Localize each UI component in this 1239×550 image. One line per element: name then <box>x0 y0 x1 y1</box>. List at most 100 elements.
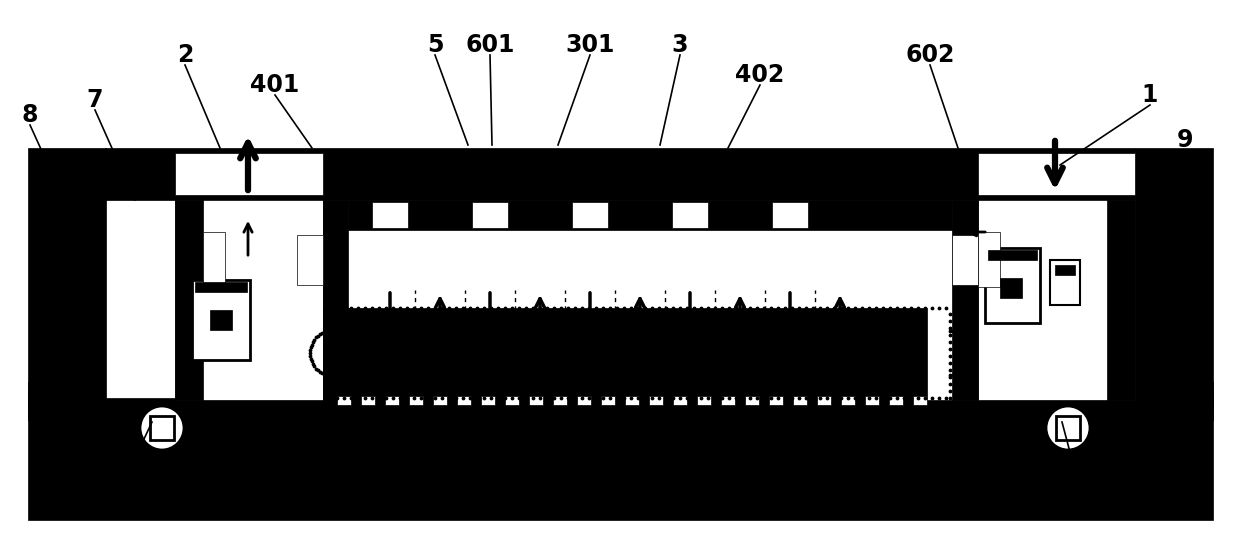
Text: 10: 10 <box>104 478 136 502</box>
Point <box>768 394 788 403</box>
Point <box>940 345 960 354</box>
Text: 5: 5 <box>426 33 444 57</box>
Point <box>940 351 960 360</box>
Point <box>356 394 375 403</box>
Point <box>705 304 725 312</box>
Point <box>803 304 823 312</box>
Point <box>369 304 389 312</box>
Point <box>776 304 795 312</box>
Text: 7: 7 <box>87 88 103 112</box>
Point <box>544 394 564 403</box>
Point <box>873 394 893 403</box>
Point <box>940 331 960 339</box>
Point <box>670 304 690 312</box>
Point <box>712 304 732 312</box>
Point <box>320 331 339 339</box>
Bar <box>817 396 831 405</box>
Point <box>663 304 683 312</box>
Point <box>467 304 487 312</box>
Point <box>600 304 620 312</box>
Bar <box>175 200 203 400</box>
Point <box>572 304 592 312</box>
Point <box>940 366 960 375</box>
Point <box>404 394 424 403</box>
Point <box>502 394 522 403</box>
Point <box>425 304 445 312</box>
Point <box>306 364 326 373</box>
Point <box>377 304 396 312</box>
Point <box>953 366 973 375</box>
Bar <box>772 202 808 228</box>
Point <box>320 394 339 403</box>
Bar <box>105 148 1135 200</box>
Point <box>320 310 339 318</box>
Point <box>488 304 508 312</box>
Point <box>684 394 704 403</box>
Bar <box>952 200 978 400</box>
Point <box>600 394 620 403</box>
Text: 2: 2 <box>177 43 193 67</box>
Point <box>880 304 900 312</box>
Point <box>845 304 865 312</box>
Point <box>761 394 781 403</box>
Bar <box>769 396 783 405</box>
Point <box>615 394 634 403</box>
Point <box>945 370 965 378</box>
Text: 3: 3 <box>672 33 688 57</box>
Point <box>958 360 978 368</box>
Point <box>642 304 662 312</box>
Point <box>789 394 809 403</box>
Point <box>684 304 704 312</box>
Point <box>404 304 424 312</box>
Point <box>845 394 865 403</box>
Point <box>411 304 431 312</box>
Bar <box>978 232 1000 287</box>
Point <box>411 394 431 403</box>
Point <box>320 323 339 332</box>
Point <box>481 304 501 312</box>
Point <box>305 335 325 344</box>
Point <box>536 304 556 312</box>
Text: 601: 601 <box>466 33 514 57</box>
Bar <box>913 396 927 405</box>
Point <box>509 304 529 312</box>
Point <box>824 394 844 403</box>
Point <box>831 304 851 312</box>
Point <box>797 304 817 312</box>
Point <box>396 304 416 312</box>
Point <box>320 327 339 336</box>
Bar <box>721 396 735 405</box>
Point <box>733 304 753 312</box>
Bar <box>28 398 1213 520</box>
Point <box>558 304 577 312</box>
Point <box>747 394 767 403</box>
Point <box>593 394 613 403</box>
Point <box>377 394 396 403</box>
Bar <box>529 396 543 405</box>
Bar <box>841 396 855 405</box>
Point <box>305 362 325 371</box>
Bar <box>1049 260 1080 305</box>
Point <box>312 369 332 378</box>
Point <box>691 394 711 403</box>
Text: 602: 602 <box>906 43 955 67</box>
Point <box>523 304 543 312</box>
Point <box>383 304 403 312</box>
Point <box>810 304 830 312</box>
Point <box>558 394 577 403</box>
Point <box>432 394 452 403</box>
Point <box>636 304 655 312</box>
Point <box>453 304 473 312</box>
Bar <box>572 202 608 228</box>
Bar <box>150 416 173 440</box>
Point <box>959 357 979 366</box>
Point <box>315 370 335 378</box>
Point <box>300 349 320 358</box>
Bar <box>457 396 471 405</box>
Text: 13: 13 <box>854 478 886 502</box>
Bar <box>793 396 807 405</box>
Point <box>530 394 550 403</box>
Bar <box>1106 200 1135 400</box>
Point <box>453 394 473 403</box>
Point <box>859 304 878 312</box>
